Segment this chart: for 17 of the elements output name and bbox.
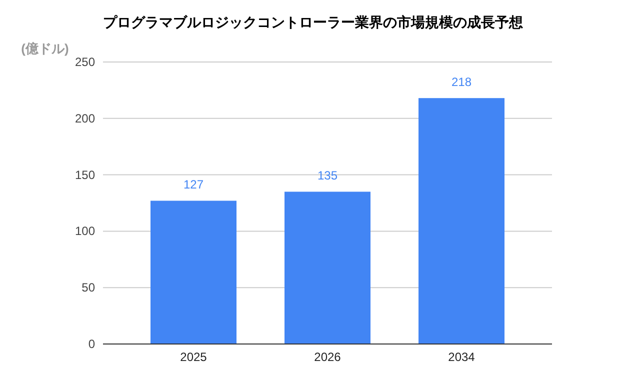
x-tick-label: 2025 [180,350,208,364]
x-tick-label: 2034 [448,350,476,364]
y-tick-label: 250 [74,55,96,69]
y-tick-label: 150 [74,168,96,182]
data-label: 127 [183,178,204,192]
data-label: 218 [451,75,472,90]
data-label: 135 [317,168,338,183]
y-tick-label: 200 [74,111,96,126]
y-tick-label: 100 [74,224,96,238]
bar [418,98,504,344]
chart-title: プログラマブルロジックコントローラー業界の市場規模の成長予想 [103,14,524,30]
x-tick-label: 2026 [314,350,342,364]
y-axis-title: (億ドル) [21,41,69,56]
bar [150,200,236,344]
y-tick-label: 0 [88,337,96,351]
y-tick-label: 50 [82,280,96,295]
bar [284,192,370,344]
